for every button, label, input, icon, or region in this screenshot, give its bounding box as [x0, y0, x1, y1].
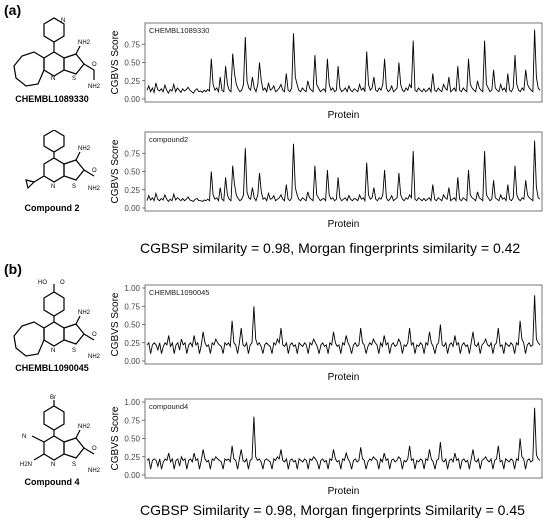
x-axis-label: Protein — [328, 372, 360, 383]
atom-cn: N — [22, 434, 26, 440]
y-axis-label: CGBVS Score — [110, 292, 121, 356]
plot-frame — [144, 398, 543, 479]
y-tick-label: 1.00 — [124, 398, 140, 407]
panel-label-b: (b) — [4, 261, 22, 277]
y-tick-label: 0.25 — [124, 77, 140, 86]
atom-s-ring: S — [72, 184, 76, 190]
atom-h2n: H2N — [20, 462, 32, 468]
y-tick-label: 0.75 — [124, 302, 140, 311]
molecule-structure-chembl1089330: N NH2 N S O NH2 — [13, 17, 101, 90]
series-line — [146, 140, 541, 203]
atom-nh2-amide: NH2 — [88, 84, 101, 90]
y-tick-label: 0.75 — [124, 416, 140, 425]
similarity-text-b: CGBSP Similarity = 0.98, Morgan fingerpr… — [140, 502, 525, 518]
chart-inner-title: CHEMBL1089330 — [149, 26, 209, 35]
series-line — [146, 295, 541, 354]
y-tick-label: 0.50 — [124, 59, 140, 68]
series-line — [146, 407, 541, 470]
atom-n-ring: N — [51, 348, 55, 354]
atom-n-ring: N — [51, 76, 55, 82]
atom-n-pyridyl: N — [61, 18, 65, 24]
molecule-structure-compound-4: Br N H2N NH2 N S O NH2 — [20, 395, 101, 474]
atom-n-ring: N — [51, 184, 55, 190]
atom-s-ring: S — [72, 462, 76, 468]
molecule-structure-chembl1090045: HO O NH2 N S O NH2 — [13, 280, 101, 360]
y-tick-label: 1.00 — [124, 284, 140, 293]
y-tick-label: 0.25 — [124, 186, 140, 195]
y-axis-label: CGBVS Score — [110, 406, 121, 470]
y-tick-label: 0.75 — [124, 149, 140, 158]
atom-o-acid: O — [60, 280, 65, 286]
atom-nh2-top: NH2 — [78, 424, 91, 430]
atom-o: O — [92, 168, 97, 174]
atom-nh2-top: NH2 — [78, 40, 91, 46]
atom-s-ring: S — [72, 76, 76, 82]
atom-nh2-amide: NH2 — [88, 468, 101, 474]
y-tick-label: 0.50 — [124, 168, 140, 177]
series-line — [146, 29, 541, 95]
atom-o: O — [92, 332, 97, 338]
y-tick-label: 0.00 — [124, 95, 140, 104]
x-axis-label: Protein — [328, 486, 360, 497]
molecule-structure-compound-2: NH2 N S O NH2 — [25, 130, 101, 192]
y-axis-label: CGBVS Score — [110, 139, 121, 203]
chart-inner-title: CHEMBL1090045 — [149, 288, 209, 297]
y-tick-label: 0.00 — [124, 204, 140, 213]
molecule-name-compound-4: Compound 4 — [24, 477, 80, 487]
y-tick-label: 0.50 — [124, 321, 140, 330]
molecule-name-compound-2: Compound 2 — [24, 203, 80, 213]
atom-s-ring: S — [72, 348, 76, 354]
chart-inner-title: compound2 — [149, 135, 188, 144]
atom-nh2-top: NH2 — [78, 310, 91, 316]
atom-nh2-top: NH2 — [78, 146, 91, 152]
x-axis-label: Protein — [328, 219, 360, 230]
panel-label-a: (a) — [4, 2, 22, 18]
x-axis-label: Protein — [328, 110, 360, 121]
y-axis-label: CGBVS Score — [110, 30, 121, 94]
atom-o: O — [92, 446, 97, 452]
similarity-text-a: CGBSP similarity = 0.98, Morgan fingerpr… — [140, 240, 521, 256]
atom-n-ring: N — [51, 462, 55, 468]
y-tick-label: 0.00 — [124, 471, 140, 480]
y-tick-label: 0.50 — [124, 435, 140, 444]
atom-o: O — [92, 62, 97, 68]
molecule-name-chembl1090045: CHEMBL1090045 — [15, 363, 89, 373]
y-tick-label: 0.25 — [124, 339, 140, 348]
atom-br: Br — [50, 395, 56, 401]
molecule-name-chembl1089330: CHEMBL1089330 — [15, 94, 89, 104]
y-tick-label: 0.75 — [124, 40, 140, 49]
chart-inner-title: compound4 — [149, 402, 188, 411]
atom-nh2-amide: NH2 — [88, 354, 101, 360]
atom-ho: HO — [38, 280, 47, 286]
y-tick-label: 0.00 — [124, 357, 140, 366]
atom-nh2-amide: NH2 — [88, 186, 101, 192]
y-tick-label: 0.25 — [124, 453, 140, 462]
